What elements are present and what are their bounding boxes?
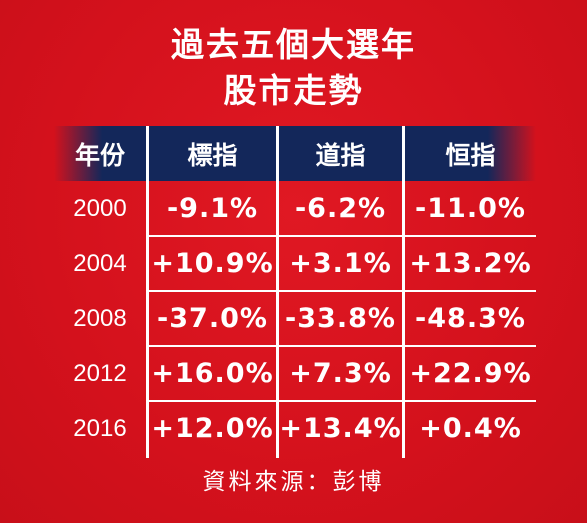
column-divider [276,126,279,458]
dji-cell: +3.1% [289,248,392,279]
dji-cell: +7.3% [289,358,392,389]
row-divider [148,235,536,237]
spx-cell: -37.0% [157,303,268,334]
row-divider [148,345,536,347]
title-line-2: 股市走勢 [223,71,364,110]
header-hsi: 恒指 [445,140,496,170]
dji-cell: -33.8% [285,303,396,334]
year-cell: 2000 [73,194,127,222]
spx-cell: -9.1% [166,193,259,224]
hsi-cell: -11.0% [415,193,526,224]
header-dji: 道指 [315,140,366,170]
dji-cell: -6.2% [294,193,387,224]
header-band [54,126,536,181]
hsi-cell: +0.4% [419,413,522,444]
column-divider [146,126,149,458]
spx-cell: +16.0% [151,358,274,389]
header-year: 年份 [74,140,125,170]
source-note: 資料來源：彭博 [202,469,385,495]
row-divider [148,290,536,292]
row-divider [148,400,536,402]
hsi-cell: -48.3% [415,303,526,334]
title: 過去五個大選年 股市走勢 [0,22,587,114]
header-spx: 標指 [187,140,238,170]
spx-cell: +12.0% [151,413,274,444]
hsi-cell: +22.9% [409,358,532,389]
year-cell: 2016 [73,414,127,442]
dji-cell: +13.4% [279,413,402,444]
year-cell: 2008 [73,304,127,332]
column-divider [402,126,405,458]
hsi-cell: +13.2% [409,248,532,279]
spx-cell: +10.9% [151,248,274,279]
returns-table: 年份 標指 道指 恒指 2000 -9.1% -6.2% -11.0% 2004… [54,126,536,458]
title-line-1: 過去五個大選年 [171,25,416,64]
year-cell: 2004 [73,249,127,277]
year-cell: 2012 [73,359,127,387]
